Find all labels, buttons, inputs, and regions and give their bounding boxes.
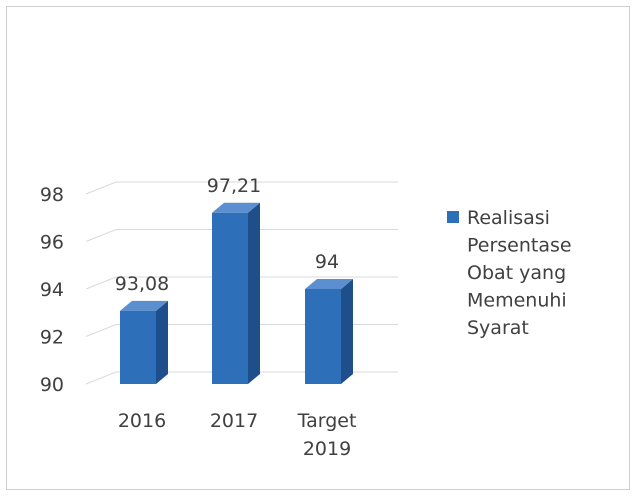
bar-top (212, 202, 260, 213)
x-tick-label: Target (297, 410, 357, 432)
data-label: 93,08 (115, 273, 169, 295)
chart-frame (6, 6, 630, 490)
x-tick-label: 2019 (303, 438, 351, 460)
legend-label: Syarat (467, 317, 529, 339)
x-tick-label: 2017 (210, 410, 258, 432)
gridline (85, 276, 398, 290)
bar-side (248, 202, 260, 384)
bar (305, 289, 341, 384)
y-tick-label: 98 (40, 184, 64, 206)
y-tick-label: 90 (40, 374, 64, 396)
gridline (85, 324, 398, 337)
data-label: 94 (315, 251, 339, 273)
gridline (85, 371, 398, 385)
legend-label: Persentase (467, 235, 572, 257)
x-tick-label: 2016 (118, 410, 166, 432)
bar-side (156, 300, 168, 384)
data-label: 97,21 (207, 175, 261, 197)
bar-side (341, 279, 353, 384)
bar-top (305, 279, 353, 289)
y-tick-label: 96 (40, 232, 64, 254)
y-tick-label: 92 (40, 327, 64, 349)
bar (120, 310, 156, 384)
bar (212, 212, 248, 384)
legend-label: Memenuhi (467, 290, 567, 312)
gridline (85, 181, 398, 195)
legend-label: Obat yang (467, 262, 566, 284)
legend-swatch (447, 211, 459, 223)
legend-label: Realisasi (467, 207, 550, 229)
bar-top (120, 300, 168, 311)
y-tick-label: 94 (40, 279, 64, 301)
gridline (85, 229, 398, 242)
